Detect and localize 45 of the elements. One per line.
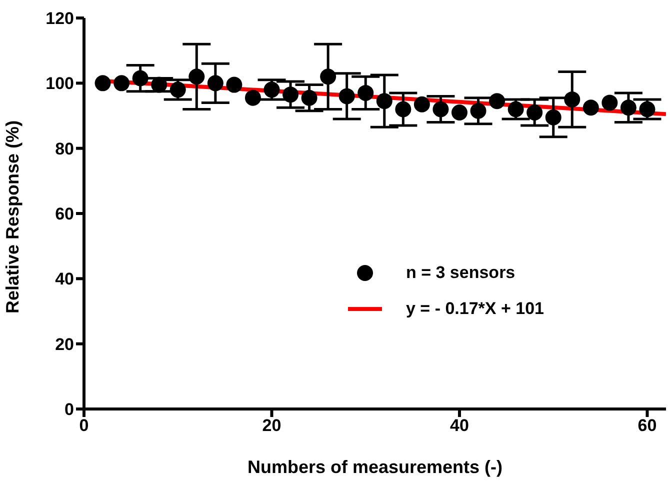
point — [470, 102, 486, 119]
point — [376, 93, 392, 110]
y-axis-title: Relative Response (%) — [2, 120, 22, 314]
point — [602, 94, 618, 111]
point — [151, 76, 168, 93]
x-tick-label: 40 — [450, 416, 469, 436]
point — [358, 84, 374, 101]
point — [489, 93, 506, 110]
y-tick-label: 80 — [55, 139, 74, 158]
point — [207, 75, 224, 92]
point — [395, 101, 412, 118]
point — [582, 100, 599, 116]
point — [320, 68, 336, 85]
point — [508, 101, 524, 118]
point — [620, 100, 636, 116]
point — [564, 91, 580, 108]
legend-label: n = 3 sensors — [406, 263, 516, 283]
point — [432, 101, 449, 118]
point — [639, 101, 656, 118]
point — [264, 82, 280, 98]
x-tick-label: 20 — [262, 416, 282, 436]
x-axis-title: Numbers of measurements (-) — [247, 457, 503, 477]
point — [414, 96, 430, 112]
point — [132, 70, 148, 86]
y-tick-label: 0 — [64, 400, 74, 420]
y-tick-label: 40 — [55, 270, 74, 289]
point — [244, 90, 261, 106]
point — [94, 75, 111, 92]
x-tick-label: 0 — [79, 416, 89, 436]
point — [282, 86, 299, 103]
y-tick-label: 120 — [46, 9, 74, 28]
point — [451, 104, 468, 120]
y-tick-label: 20 — [55, 334, 74, 354]
point — [226, 76, 242, 93]
point — [338, 88, 355, 104]
legend-label: y = - 0.17*X + 101 — [406, 299, 544, 319]
point — [170, 82, 186, 98]
point — [301, 90, 318, 106]
point — [545, 109, 562, 126]
y-tick-label: 100 — [46, 74, 74, 94]
point — [114, 75, 130, 92]
point — [526, 104, 543, 120]
y-tick-label: 60 — [55, 204, 74, 224]
x-tick-label: 60 — [638, 416, 657, 436]
point — [188, 68, 205, 85]
